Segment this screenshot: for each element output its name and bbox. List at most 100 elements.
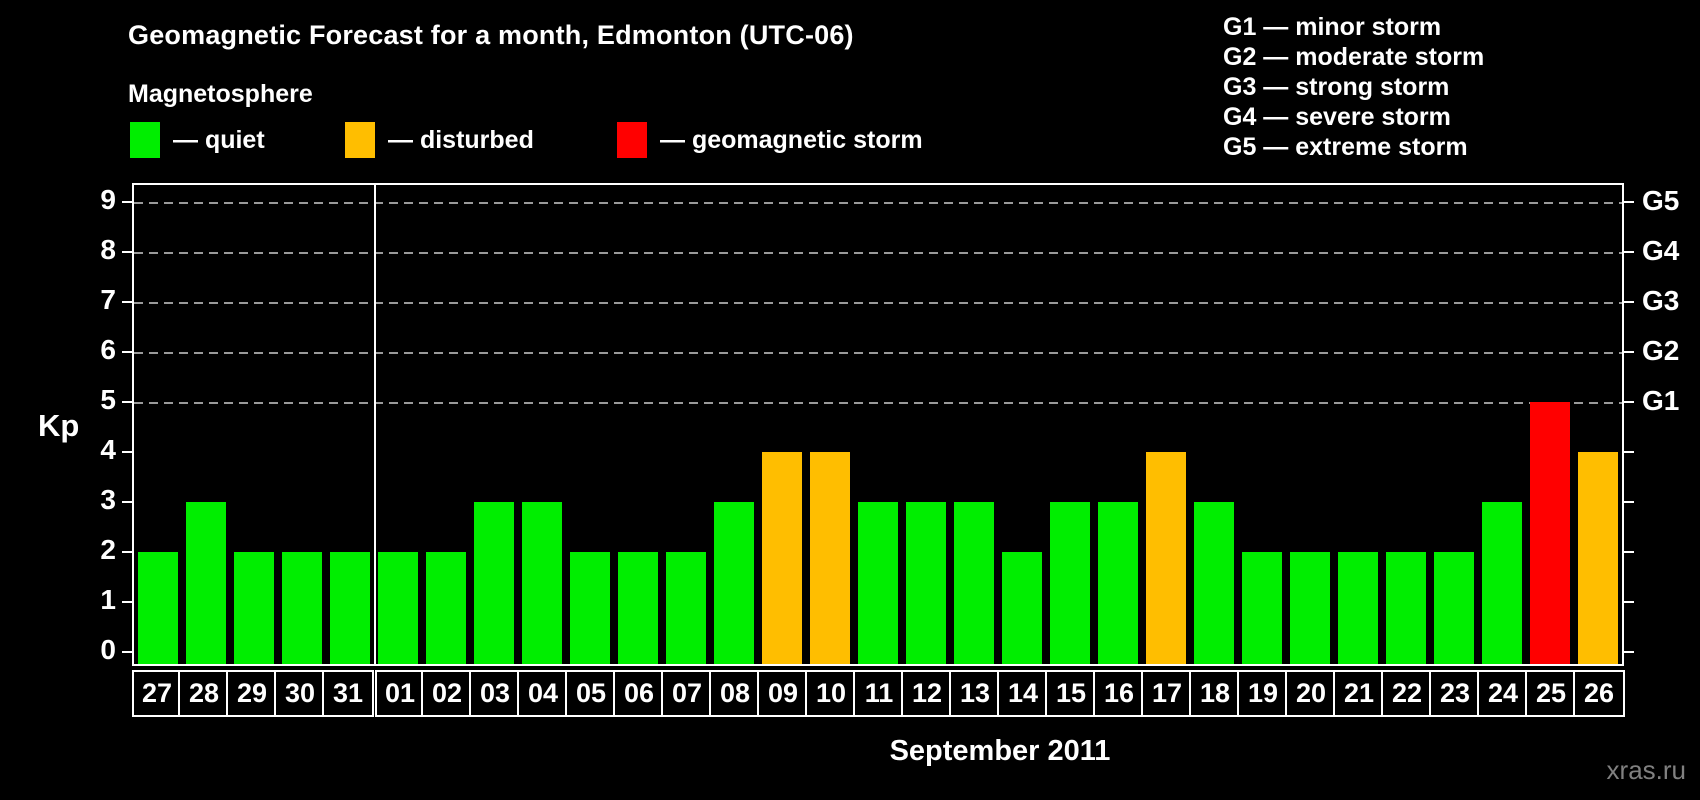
kp-bar-27 xyxy=(138,552,178,664)
kp-bar-13 xyxy=(954,502,994,664)
date-cell-14: 14 xyxy=(997,670,1049,717)
date-cell-27: 27 xyxy=(132,670,182,717)
y-tick-right-3 xyxy=(1624,501,1634,503)
chart-title: Geomagnetic Forecast for a month, Edmont… xyxy=(128,20,854,50)
kp-bar-11 xyxy=(858,502,898,664)
date-cell-12: 12 xyxy=(901,670,953,717)
storm-scale-line-g4: G4 — severe storm xyxy=(1223,103,1451,131)
legend-label-quiet: — quiet xyxy=(173,125,265,154)
gridline-kp8 xyxy=(134,252,1622,254)
date-cell-10: 10 xyxy=(805,670,857,717)
kp-bar-21 xyxy=(1338,552,1378,664)
kp-bar-31 xyxy=(330,552,370,664)
date-cell-30: 30 xyxy=(274,670,326,717)
date-cell-08: 08 xyxy=(709,670,761,717)
y-tick-right-0 xyxy=(1624,651,1634,653)
date-cell-20: 20 xyxy=(1285,670,1337,717)
date-cell-23: 23 xyxy=(1429,670,1481,717)
y-tick-right-7 xyxy=(1624,301,1634,303)
date-cell-21: 21 xyxy=(1333,670,1385,717)
kp-bar-18 xyxy=(1194,502,1234,664)
date-cell-31: 31 xyxy=(322,670,374,717)
kp-bar-15 xyxy=(1050,502,1090,664)
y-tick-right-5 xyxy=(1624,401,1634,403)
kp-bar-03 xyxy=(474,502,514,664)
date-cell-29: 29 xyxy=(226,670,278,717)
date-cell-19: 19 xyxy=(1237,670,1289,717)
kp-bar-10 xyxy=(810,452,850,664)
date-cell-13: 13 xyxy=(949,670,1001,717)
legend-label-disturbed: — disturbed xyxy=(388,125,534,154)
kp-bar-06 xyxy=(618,552,658,664)
y-tick-right-8 xyxy=(1624,251,1634,253)
month-separator-line xyxy=(374,185,376,664)
y-tick-left-0 xyxy=(122,651,132,653)
date-cell-17: 17 xyxy=(1141,670,1193,717)
watermark: xras.ru xyxy=(1606,755,1686,785)
date-cell-11: 11 xyxy=(853,670,905,717)
storm-scale-line-g5: G5 — extreme storm xyxy=(1223,133,1468,161)
storm-color-swatch xyxy=(617,122,647,158)
gridline-kp9 xyxy=(134,202,1622,204)
y-tick-left-6 xyxy=(122,351,132,353)
y-tick-left-1 xyxy=(122,601,132,603)
y-tick-label-8: 8 xyxy=(100,234,116,265)
y-tick-label-7: 7 xyxy=(100,284,116,315)
y-tick-left-4 xyxy=(122,451,132,453)
date-cell-05: 05 xyxy=(565,670,617,717)
kp-bar-14 xyxy=(1002,552,1042,664)
date-cell-09: 09 xyxy=(757,670,809,717)
date-cell-18: 18 xyxy=(1189,670,1241,717)
g-level-label-g4: G4 xyxy=(1642,235,1680,266)
kp-bar-22 xyxy=(1386,552,1426,664)
disturbed-color-swatch xyxy=(345,122,375,158)
y-tick-label-2: 2 xyxy=(100,534,116,565)
legend-item-storm: — geomagnetic storm xyxy=(617,121,923,159)
date-cell-06: 06 xyxy=(613,670,665,717)
kp-bar-12 xyxy=(906,502,946,664)
y-tick-label-1: 1 xyxy=(100,584,116,615)
g-level-label-g2: G2 xyxy=(1642,335,1680,366)
kp-bar-08 xyxy=(714,502,754,664)
y-tick-right-2 xyxy=(1624,551,1634,553)
date-cell-01: 01 xyxy=(375,670,425,717)
y-tick-label-0: 0 xyxy=(100,634,116,665)
y-tick-left-7 xyxy=(122,301,132,303)
kp-bar-23 xyxy=(1434,552,1474,664)
kp-bar-09 xyxy=(762,452,802,664)
date-cell-03: 03 xyxy=(469,670,521,717)
quiet-color-swatch xyxy=(130,122,160,158)
g-level-label-g3: G3 xyxy=(1642,285,1680,316)
y-tick-right-6 xyxy=(1624,351,1634,353)
kp-bar-17 xyxy=(1146,452,1186,664)
storm-scale-line-g1: G1 — minor storm xyxy=(1223,13,1442,41)
kp-bar-05 xyxy=(570,552,610,664)
legend-label-storm: — geomagnetic storm xyxy=(660,125,923,154)
kp-bar-25 xyxy=(1530,402,1570,664)
date-cell-16: 16 xyxy=(1093,670,1145,717)
y-axis-label-kp: Kp xyxy=(38,408,80,443)
y-tick-left-2 xyxy=(122,551,132,553)
plot-area xyxy=(132,183,1624,666)
y-tick-label-6: 6 xyxy=(100,334,116,365)
date-cell-24: 24 xyxy=(1477,670,1529,717)
y-tick-right-1 xyxy=(1624,601,1634,603)
storm-scale-line-g2: G2 — moderate storm xyxy=(1223,43,1485,71)
date-cell-26: 26 xyxy=(1573,670,1625,717)
gridline-kp5 xyxy=(134,402,1622,404)
gridline-kp6 xyxy=(134,352,1622,354)
date-cell-28: 28 xyxy=(178,670,230,717)
y-tick-left-8 xyxy=(122,251,132,253)
storm-scale-legend: G1 — minor storm G2 — moderate storm G3 … xyxy=(1223,12,1484,162)
kp-bar-19 xyxy=(1242,552,1282,664)
date-cell-04: 04 xyxy=(517,670,569,717)
kp-bar-26 xyxy=(1578,452,1618,664)
date-cell-02: 02 xyxy=(421,670,473,717)
kp-bar-29 xyxy=(234,552,274,664)
kp-bar-02 xyxy=(426,552,466,664)
y-tick-label-9: 9 xyxy=(100,184,116,215)
legend-item-disturbed: — disturbed xyxy=(345,121,534,159)
g-level-label-g5: G5 xyxy=(1642,185,1680,216)
kp-bar-16 xyxy=(1098,502,1138,664)
